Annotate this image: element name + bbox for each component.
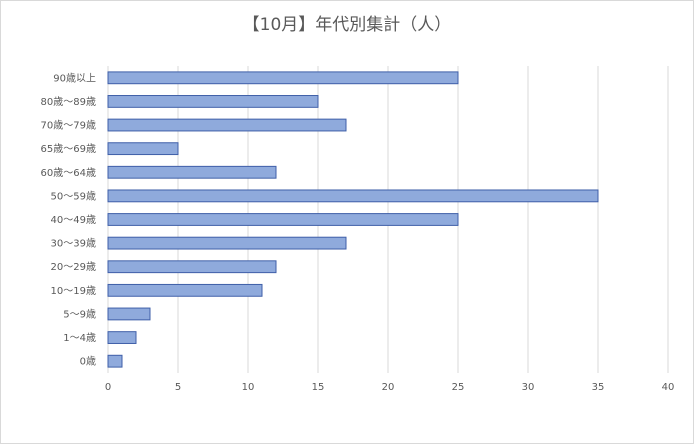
category-label: 20～29歳 — [51, 261, 96, 273]
bar — [107, 118, 347, 132]
x-tick-label: 30 — [522, 382, 535, 393]
category-label: 50～59歳 — [51, 190, 96, 202]
category-label: 90歳以上 — [53, 72, 96, 84]
x-tick-label: 5 — [175, 382, 181, 393]
category-label: 30～39歳 — [51, 238, 96, 250]
bar — [107, 283, 263, 297]
bar — [107, 71, 459, 85]
category-label: 0歳 — [80, 356, 96, 368]
bar — [107, 189, 599, 203]
category-label: 10～19歳 — [51, 285, 96, 297]
category-label: 70歳～79歳 — [41, 120, 96, 132]
category-labels: 90歳以上 80歳～89歳 70歳～79歳 65歳～69歳 60歳～64歳 50～59歳 4… — [41, 72, 96, 367]
x-tick-label: 20 — [382, 382, 395, 393]
bar — [107, 142, 179, 156]
category-label: 65歳～69歳 — [41, 143, 96, 155]
x-tick-label: 25 — [452, 382, 465, 393]
category-label: 5～9歳 — [63, 308, 96, 320]
x-tick-label: 0 — [105, 382, 111, 393]
bar — [107, 236, 347, 250]
x-tick-label: 15 — [312, 382, 325, 393]
category-label: 60歳～64歳 — [41, 167, 96, 179]
bar — [107, 354, 123, 368]
category-label: 80歳～89歳 — [41, 96, 96, 108]
x-tick-labels: 0 5 10 15 20 25 30 35 40 — [105, 382, 675, 393]
bars — [107, 71, 599, 368]
category-label: 40～49歳 — [51, 214, 96, 226]
bar — [107, 331, 137, 344]
bar — [107, 260, 277, 274]
x-tick-label: 10 — [242, 382, 255, 393]
category-label: 1～4歳 — [63, 332, 96, 344]
x-tick-label: 35 — [592, 382, 605, 393]
bar — [107, 95, 319, 108]
bar — [107, 307, 151, 321]
bar — [107, 213, 459, 226]
x-tick-label: 40 — [662, 382, 675, 393]
bar — [107, 165, 277, 179]
chart-title: 【10月】年代別集計（人） — [242, 15, 452, 35]
